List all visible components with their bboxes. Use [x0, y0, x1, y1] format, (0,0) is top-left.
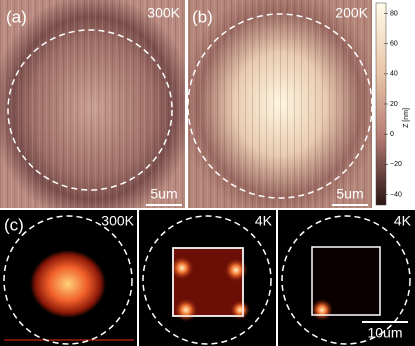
temperature: 4K [394, 213, 412, 229]
tick-label: 20 [390, 101, 398, 108]
panel-label: (c) [4, 215, 24, 234]
spot [230, 300, 250, 320]
temperature: 300K [101, 213, 134, 229]
circle [142, 215, 272, 345]
tick-label: 60 [390, 41, 398, 48]
colorbar-label: Z [nm] [403, 108, 410, 128]
spot [224, 258, 248, 282]
scale-label: 5um [150, 186, 177, 202]
circle [187, 13, 373, 199]
frame [172, 247, 244, 317]
emission [30, 250, 106, 318]
scale-label: 10um [367, 325, 402, 341]
tick-label: −20 [390, 161, 402, 168]
spot [170, 256, 194, 280]
circle [3, 215, 133, 345]
texture [0, 0, 185, 208]
tick-label: 80 [390, 10, 398, 17]
texture [188, 0, 372, 208]
panel-label: (a) [6, 7, 27, 26]
temperature: 4K [255, 213, 273, 229]
panel-label: (b) [192, 7, 213, 26]
spot [174, 298, 198, 322]
frame [311, 246, 381, 316]
scale-label: 5um [336, 186, 363, 202]
tick-label: 0 [390, 131, 394, 138]
spot [311, 299, 333, 321]
tick-label: −40 [390, 191, 402, 198]
circle [7, 29, 173, 191]
tick-label: 40 [390, 71, 398, 78]
temperature: 300K [147, 5, 180, 21]
circle [281, 215, 411, 345]
temperature: 200K [335, 5, 368, 21]
